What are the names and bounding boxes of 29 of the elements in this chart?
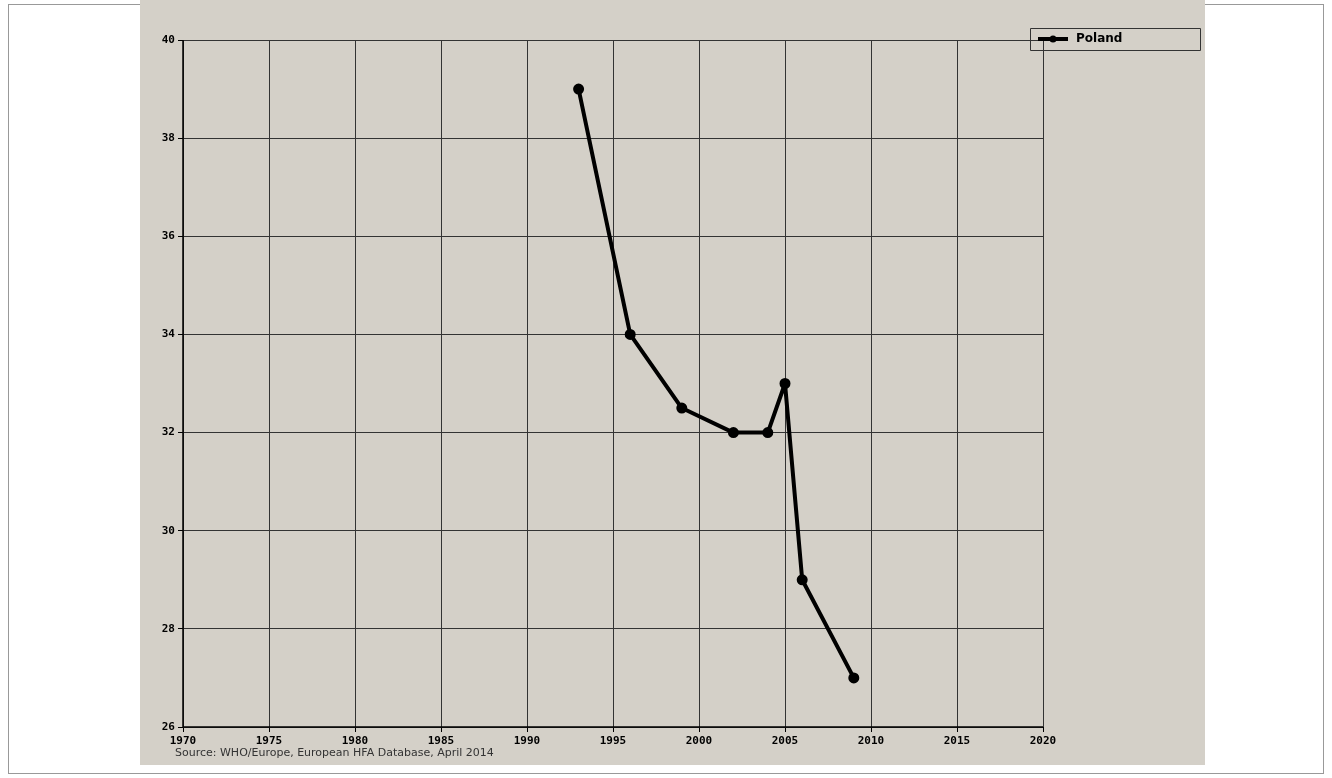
y-tick-label: 26 bbox=[161, 719, 176, 733]
y-tick-label: 34 bbox=[161, 327, 176, 341]
y-tick-label: 38 bbox=[161, 131, 175, 144]
point bbox=[779, 378, 791, 389]
x-tick-label: 2000 bbox=[685, 734, 713, 748]
x-tick-label: 2015 bbox=[943, 734, 971, 748]
x-tick-label: 1975 bbox=[255, 734, 283, 748]
x-tick-label: 2010 bbox=[857, 734, 885, 748]
legend-label: Poland bbox=[1076, 31, 1123, 46]
x-tick-label: 1980 bbox=[341, 734, 369, 748]
point bbox=[762, 427, 774, 439]
x-tick-label: 1970 bbox=[169, 734, 197, 748]
x-tick-label: 2020 bbox=[1029, 734, 1057, 748]
point bbox=[676, 402, 688, 414]
x-tick-label: 1985 bbox=[427, 734, 455, 748]
x-tick-label: 1990 bbox=[513, 734, 541, 748]
source-note: Source: WHO/Europe, European HFA Database, April 2014 bbox=[175, 746, 494, 759]
y-tick-label: 28 bbox=[161, 621, 175, 635]
y-tick-label: 40 bbox=[161, 32, 175, 46]
point bbox=[796, 574, 808, 586]
point bbox=[573, 83, 585, 95]
point bbox=[624, 328, 636, 340]
y-tick-label: 32 bbox=[161, 425, 175, 439]
x-tick-label: 1995 bbox=[599, 734, 627, 748]
y-tick-label: 36 bbox=[161, 229, 176, 243]
y-tick-label: 30 bbox=[161, 523, 175, 537]
point bbox=[848, 672, 860, 684]
x-tick-label: 2005 bbox=[771, 734, 799, 748]
point bbox=[727, 427, 739, 439]
